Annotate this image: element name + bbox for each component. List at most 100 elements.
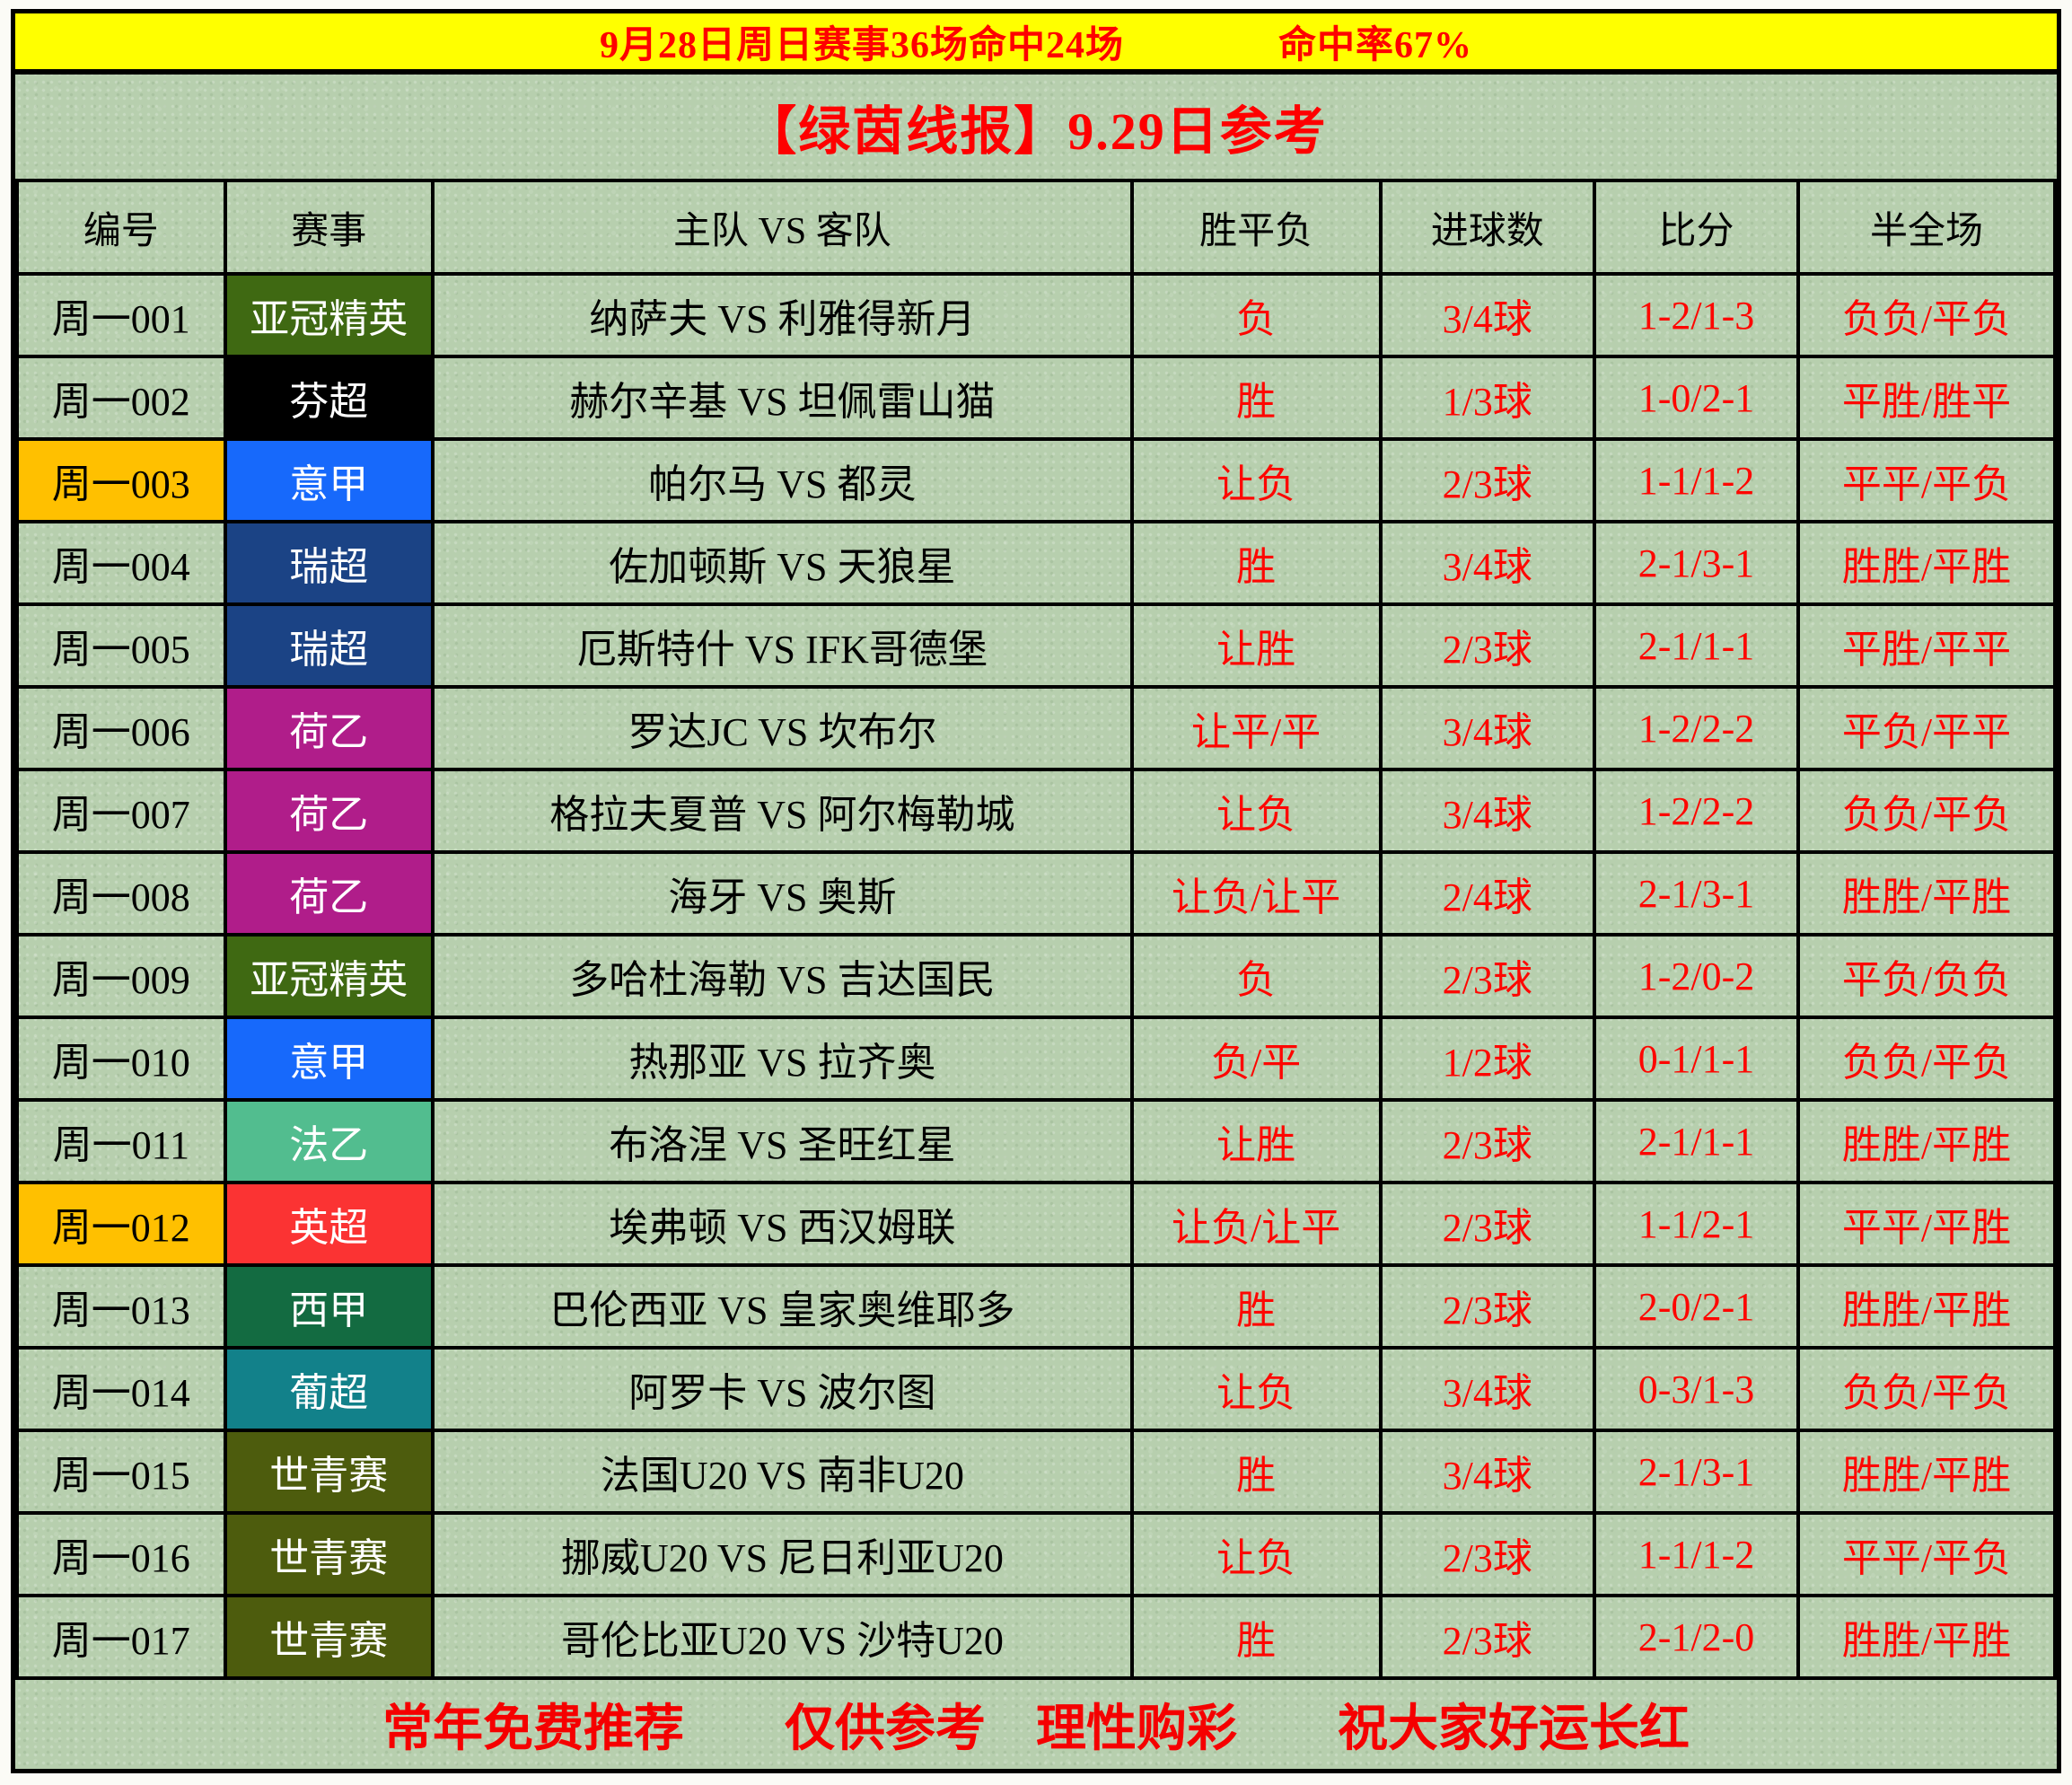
win-draw-loss-pick: 让负 bbox=[1129, 768, 1383, 854]
league-badge: 荷乙 bbox=[223, 850, 435, 936]
match-teams: 哥伦比亚U20 VS 沙特U20 bbox=[431, 1594, 1134, 1680]
score-pick: 2-1/3-1 bbox=[1592, 850, 1800, 936]
match-teams: 热那亚 VS 拉齐奥 bbox=[431, 1016, 1134, 1102]
header-teams: 主队 VS 客队 bbox=[431, 179, 1134, 276]
half-full-pick: 平负/负负 bbox=[1795, 933, 2058, 1019]
score-pick: 2-1/3-1 bbox=[1592, 1429, 1800, 1515]
match-id: 周一002 bbox=[15, 355, 227, 441]
goals-pick: 3/4球 bbox=[1378, 272, 1596, 358]
score-pick: 1-2/2-2 bbox=[1592, 768, 1800, 854]
match-teams: 布洛涅 VS 圣旺红星 bbox=[431, 1098, 1134, 1184]
match-id: 周一009 bbox=[15, 933, 227, 1019]
page-title: 【绿茵线报】9.29日参考 bbox=[744, 102, 1328, 161]
match-teams: 佐加顿斯 VS 天狼星 bbox=[431, 520, 1134, 606]
table-row: 周一003 意甲 帕尔马 VS 都灵 让负 2/3球 1-1/1-2 平平/平负 bbox=[15, 437, 2058, 523]
banner-text: 9月28日周日赛事36场命中24场 命中率67% bbox=[599, 24, 1472, 66]
league-badge: 亚冠精英 bbox=[223, 272, 435, 358]
league-badge: 亚冠精英 bbox=[223, 933, 435, 1019]
goals-pick: 2/3球 bbox=[1378, 1263, 1596, 1350]
score-pick: 2-1/2-0 bbox=[1592, 1594, 1800, 1680]
match-id: 周一008 bbox=[15, 850, 227, 936]
table-row: 周一006 荷乙 罗达JC VS 坎布尔 让平/平 3/4球 1-2/2-2 平… bbox=[15, 685, 2058, 771]
match-id: 周一006 bbox=[15, 685, 227, 771]
league-badge: 法乙 bbox=[223, 1098, 435, 1184]
match-id: 周一001 bbox=[15, 272, 227, 358]
match-id: 周一010 bbox=[15, 1016, 227, 1102]
half-full-pick: 胜胜/平胜 bbox=[1795, 1098, 2058, 1184]
footer-text: 常年免费推荐 仅供参考 理性购彩 祝大家好运长红 bbox=[382, 1701, 1690, 1757]
win-draw-loss-pick: 让胜 bbox=[1129, 1098, 1383, 1184]
score-pick: 1-1/2-1 bbox=[1592, 1181, 1800, 1267]
goals-pick: 2/3球 bbox=[1378, 1511, 1596, 1597]
win-draw-loss-pick: 胜 bbox=[1129, 1594, 1383, 1680]
match-teams: 阿罗卡 VS 波尔图 bbox=[431, 1346, 1134, 1432]
table-row: 周一010 意甲 热那亚 VS 拉齐奥 负/平 1/2球 0-1/1-1 负负/… bbox=[15, 1016, 2058, 1102]
league-badge: 意甲 bbox=[223, 437, 435, 523]
match-teams: 巴伦西亚 VS 皇家奥维耶多 bbox=[431, 1263, 1134, 1350]
match-id: 周一014 bbox=[15, 1346, 227, 1432]
goals-pick: 2/3球 bbox=[1378, 1181, 1596, 1267]
league-badge: 荷乙 bbox=[223, 685, 435, 771]
table-row: 周一011 法乙 布洛涅 VS 圣旺红星 让胜 2/3球 2-1/1-1 胜胜/… bbox=[15, 1098, 2058, 1184]
table-row: 周一017 世青赛 哥伦比亚U20 VS 沙特U20 胜 2/3球 2-1/2-… bbox=[15, 1594, 2058, 1680]
half-full-pick: 胜胜/平胜 bbox=[1795, 1594, 2058, 1680]
goals-pick: 3/4球 bbox=[1378, 685, 1596, 771]
table-row: 周一014 葡超 阿罗卡 VS 波尔图 让负 3/4球 0-3/1-3 负负/平… bbox=[15, 1346, 2058, 1432]
score-pick: 1-1/1-2 bbox=[1592, 1511, 1800, 1597]
league-badge: 瑞超 bbox=[223, 602, 435, 689]
table-row: 周一013 西甲 巴伦西亚 VS 皇家奥维耶多 胜 2/3球 2-0/2-1 胜… bbox=[15, 1263, 2058, 1350]
goals-pick: 2/3球 bbox=[1378, 933, 1596, 1019]
match-id: 周一011 bbox=[15, 1098, 227, 1184]
predictions-table: 编号 赛事 主队 VS 客队 胜平负 进球数 比分 半全场 周一001 亚冠精英… bbox=[15, 179, 2058, 1680]
league-badge: 世青赛 bbox=[223, 1429, 435, 1515]
table-row: 周一012 英超 埃弗顿 VS 西汉姆联 让负/让平 2/3球 1-1/2-1 … bbox=[15, 1181, 2058, 1267]
score-pick: 2-1/3-1 bbox=[1592, 520, 1800, 606]
league-badge: 西甲 bbox=[223, 1263, 435, 1350]
goals-pick: 3/4球 bbox=[1378, 1346, 1596, 1432]
league-badge: 荷乙 bbox=[223, 768, 435, 854]
header-row: 编号 赛事 主队 VS 客队 胜平负 进球数 比分 半全场 bbox=[15, 179, 2058, 276]
score-pick: 1-1/1-2 bbox=[1592, 437, 1800, 523]
goals-pick: 3/4球 bbox=[1378, 768, 1596, 854]
table-body: 周一001 亚冠精英 纳萨夫 VS 利雅得新月 负 3/4球 1-2/1-3 负… bbox=[15, 272, 2058, 1680]
header-match-id: 编号 bbox=[15, 179, 227, 276]
half-full-pick: 负负/平负 bbox=[1795, 768, 2058, 854]
win-draw-loss-pick: 让负/让平 bbox=[1129, 1181, 1383, 1267]
header-half-full: 半全场 bbox=[1795, 179, 2058, 276]
half-full-pick: 平平/平胜 bbox=[1795, 1181, 2058, 1267]
table-row: 周一009 亚冠精英 多哈杜海勒 VS 吉达国民 负 2/3球 1-2/0-2 … bbox=[15, 933, 2058, 1019]
league-badge: 世青赛 bbox=[223, 1594, 435, 1680]
win-draw-loss-pick: 让负/让平 bbox=[1129, 850, 1383, 936]
win-draw-loss-pick: 负/平 bbox=[1129, 1016, 1383, 1102]
table-row: 周一016 世青赛 挪威U20 VS 尼日利亚U20 让负 2/3球 1-1/1… bbox=[15, 1511, 2058, 1597]
win-draw-loss-pick: 胜 bbox=[1129, 355, 1383, 441]
match-id: 周一013 bbox=[15, 1263, 227, 1350]
match-teams: 挪威U20 VS 尼日利亚U20 bbox=[431, 1511, 1134, 1597]
score-pick: 2-0/2-1 bbox=[1592, 1263, 1800, 1350]
league-badge: 芬超 bbox=[223, 355, 435, 441]
league-badge: 葡超 bbox=[223, 1346, 435, 1432]
score-pick: 2-1/1-1 bbox=[1592, 602, 1800, 689]
match-teams: 罗达JC VS 坎布尔 bbox=[431, 685, 1134, 771]
half-full-pick: 负负/平负 bbox=[1795, 1016, 2058, 1102]
half-full-pick: 胜胜/平胜 bbox=[1795, 850, 2058, 936]
league-badge: 瑞超 bbox=[223, 520, 435, 606]
match-id: 周一005 bbox=[15, 602, 227, 689]
match-teams: 海牙 VS 奥斯 bbox=[431, 850, 1134, 936]
match-teams: 帕尔马 VS 都灵 bbox=[431, 437, 1134, 523]
title-area: 【绿茵线报】9.29日参考 bbox=[15, 75, 2057, 179]
table-row: 周一004 瑞超 佐加顿斯 VS 天狼星 胜 3/4球 2-1/3-1 胜胜/平… bbox=[15, 520, 2058, 606]
league-badge: 英超 bbox=[223, 1181, 435, 1267]
win-draw-loss-pick: 胜 bbox=[1129, 1263, 1383, 1350]
table-row: 周一015 世青赛 法国U20 VS 南非U20 胜 3/4球 2-1/3-1 … bbox=[15, 1429, 2058, 1515]
win-draw-loss-pick: 胜 bbox=[1129, 1429, 1383, 1515]
league-badge: 意甲 bbox=[223, 1016, 435, 1102]
table-row: 周一001 亚冠精英 纳萨夫 VS 利雅得新月 负 3/4球 1-2/1-3 负… bbox=[15, 272, 2058, 358]
half-full-pick: 平平/平负 bbox=[1795, 437, 2058, 523]
goals-pick: 1/3球 bbox=[1378, 355, 1596, 441]
win-draw-loss-pick: 让平/平 bbox=[1129, 685, 1383, 771]
win-draw-loss-pick: 胜 bbox=[1129, 520, 1383, 606]
score-pick: 1-2/1-3 bbox=[1592, 272, 1800, 358]
match-id: 周一012 bbox=[15, 1181, 227, 1267]
table-row: 周一005 瑞超 厄斯特什 VS IFK哥德堡 让胜 2/3球 2-1/1-1 … bbox=[15, 602, 2058, 689]
